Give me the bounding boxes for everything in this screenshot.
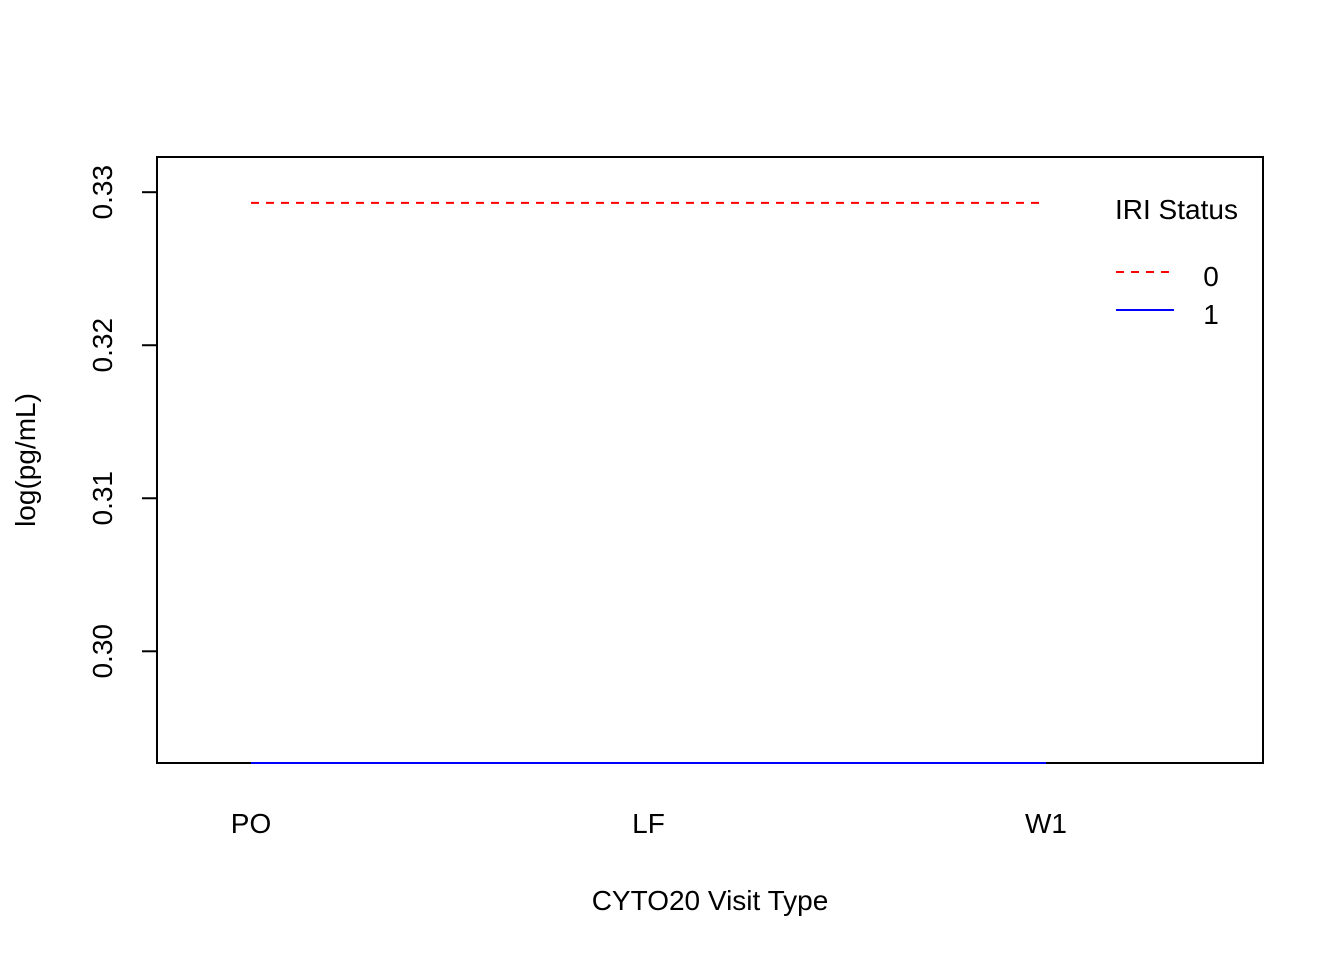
y-axis: 0.30 0.31 0.32 0.33 — [87, 165, 158, 679]
y-tick-label: 0.32 — [87, 318, 118, 373]
legend-label-1: 1 — [1203, 299, 1219, 330]
plot-frame — [156, 156, 1264, 764]
x-axis-label: CYTO20 Visit Type — [592, 885, 829, 916]
series-layer — [251, 201, 1046, 764]
y-tick-label: 0.31 — [87, 471, 118, 526]
x-tick-label: LF — [632, 808, 665, 839]
x-axis: PO LF W1 — [231, 808, 1067, 839]
y-tick-label: 0.30 — [87, 624, 118, 679]
y-axis-label: log(pg/mL) — [10, 393, 41, 527]
y-tick-label: 0.33 — [87, 165, 118, 220]
legend: IRI Status 0 1 — [1115, 194, 1238, 330]
legend-title: IRI Status — [1115, 194, 1238, 225]
x-tick-label: W1 — [1025, 808, 1067, 839]
x-tick-label: PO — [231, 808, 271, 839]
legend-label-0: 0 — [1203, 261, 1219, 292]
